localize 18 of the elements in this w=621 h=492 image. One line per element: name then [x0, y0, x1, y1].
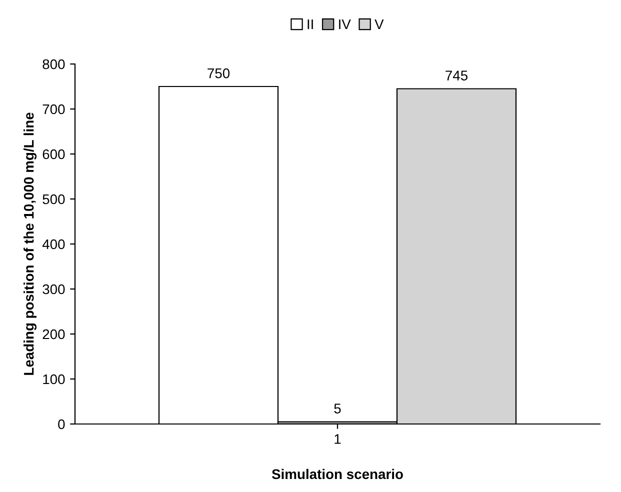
y-tick-label: 0 [58, 419, 65, 430]
data-label: 745 [446, 70, 468, 80]
y-axis-title: Leading position of the 10,000 mg/L line [24, 112, 37, 375]
y-tick-label: 700 [42, 104, 65, 114]
legend-label: IV [339, 19, 351, 30]
legend-label: II [308, 19, 313, 30]
data-label: 750 [208, 68, 230, 78]
y-tick-label: 500 [42, 194, 65, 204]
data-label: 5 [334, 404, 341, 414]
y-tick-label: 300 [42, 284, 65, 294]
x-axis-title: Simulation scenario [272, 468, 403, 480]
legend-label: V [374, 19, 384, 30]
y-tick-label: 800 [42, 59, 65, 70]
x-tick-label: 1 [334, 434, 341, 444]
y-tick-label: 200 [42, 329, 65, 340]
y-tick-label: 400 [42, 239, 65, 250]
y-tick-label: 100 [43, 374, 65, 384]
y-tick-label: 600 [42, 149, 65, 160]
